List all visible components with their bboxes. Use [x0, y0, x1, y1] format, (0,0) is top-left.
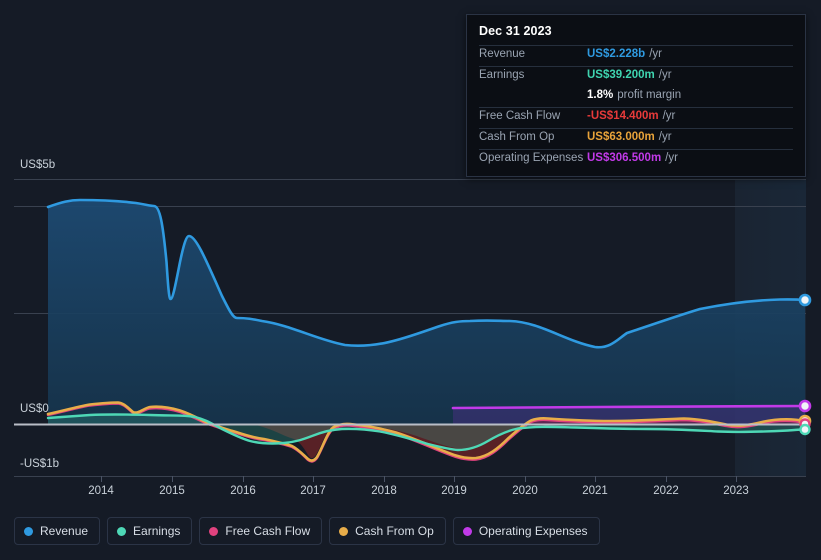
tooltip-row-revenue: Revenue US$2.228b /yr: [479, 45, 793, 66]
tooltip-unit-revenue: /yr: [649, 48, 662, 60]
legend-item-revenue[interactable]: Revenue: [14, 517, 101, 545]
legend-label-cash-from-op: Cash From Op: [355, 524, 434, 538]
y-axis-label-5b: US$5b: [20, 159, 56, 171]
x-axis-tick-2021: 2021: [582, 485, 608, 497]
data-tooltip: Dec 31 2023 Revenue US$2.228b /yr Earnin…: [466, 14, 806, 177]
earnings-end-marker: [799, 423, 811, 436]
tooltip-unit-earnings: /yr: [658, 69, 672, 81]
operating-expenses-end-marker: [798, 399, 812, 413]
x-axis-tick-2023: 2023: [723, 485, 749, 497]
legend-item-operating-expenses[interactable]: Operating Expenses: [452, 517, 600, 545]
x-axis-tick-2022: 2022: [653, 485, 679, 497]
tooltip-row-profit-margin: 1.8% profit margin: [479, 87, 793, 107]
tooltip-row-operating-expenses: Operating Expenses US$306.500m /yr: [479, 149, 793, 170]
revenue-end-marker: [798, 293, 812, 307]
x-tick-marks: [101, 476, 737, 482]
series-end-markers: [798, 293, 812, 436]
tooltip-unit-free-cash-flow: /yr: [662, 110, 676, 122]
x-axis-tick-2019: 2019: [441, 485, 467, 497]
legend-label-earnings: Earnings: [133, 524, 181, 538]
x-axis-tick-2017: 2017: [300, 485, 326, 497]
revenue-line: [46, 198, 806, 349]
x-axis-tick-2015: 2015: [159, 485, 185, 497]
tooltip-value-profit-margin: 1.8%: [587, 89, 614, 101]
x-axis-tick-2018: 2018: [371, 485, 397, 497]
tooltip-unit-profit-margin: profit margin: [617, 89, 682, 101]
tooltip-value-earnings: US$39.200m: [587, 69, 655, 81]
operating-expenses-line: [451, 404, 806, 410]
tooltip-unit-operating-expenses: /yr: [665, 152, 678, 164]
tooltip-row-free-cash-flow: Free Cash Flow -US$14.400m /yr: [479, 107, 793, 128]
earnings-area: [48, 414, 805, 449]
tooltip-value-operating-expenses: US$306.500m: [587, 152, 662, 164]
legend-label-free-cash-flow: Free Cash Flow: [225, 524, 311, 538]
tooltip-unit-cash-from-op: /yr: [658, 131, 672, 143]
legend-label-revenue: Revenue: [40, 524, 89, 538]
cash-from-op-line: [46, 401, 806, 462]
tooltip-label-revenue: Revenue: [479, 48, 526, 60]
tooltip-value-revenue: US$2.228b: [587, 48, 646, 60]
y-axis-label-neg1b: -US$1b: [20, 458, 59, 470]
free-cash-flow-dot-icon: [209, 526, 219, 536]
tooltip-value-free-cash-flow: -US$14.400m: [587, 110, 659, 122]
revenue-dot-icon: [24, 526, 33, 536]
x-axis-tick-2016: 2016: [230, 485, 256, 497]
legend-label-operating-expenses: Operating Expenses: [478, 524, 588, 538]
legend-item-cash-from-op[interactable]: Cash From Op: [329, 517, 446, 545]
tooltip-row-earnings: Earnings US$39.200m /yr: [479, 66, 793, 87]
y-axis-label-0: US$0: [20, 403, 49, 415]
tooltip-date: Dec 31 2023: [479, 24, 552, 38]
x-axis-tick-2020: 2020: [512, 485, 538, 497]
operating-expenses-dot-icon: [462, 526, 472, 536]
legend-item-free-cash-flow[interactable]: Free Cash Flow: [199, 517, 323, 545]
tooltip-row-cash-from-op: Cash From Op US$63.000m /yr: [479, 128, 793, 149]
tooltip-value-cash-from-op: US$63.000m: [587, 131, 655, 143]
tooltip-label-cash-from-op: Cash From Op: [479, 131, 555, 143]
x-axis-tick-2014: 2014: [88, 485, 114, 497]
earnings-dot-icon: [117, 526, 127, 536]
tooltip-label-earnings: Earnings: [479, 69, 525, 81]
earnings-line: [46, 413, 806, 452]
chart-legend: Revenue Earnings Free Cash Flow Cash Fro…: [14, 517, 600, 545]
chart-plot-area: [14, 179, 812, 482]
tooltip-label-free-cash-flow: Free Cash Flow: [479, 110, 561, 122]
legend-item-earnings[interactable]: Earnings: [107, 517, 193, 545]
tooltip-label-operating-expenses: Operating Expenses: [479, 152, 584, 164]
cash-from-op-dot-icon: [339, 526, 349, 536]
revenue-area: [48, 200, 805, 424]
